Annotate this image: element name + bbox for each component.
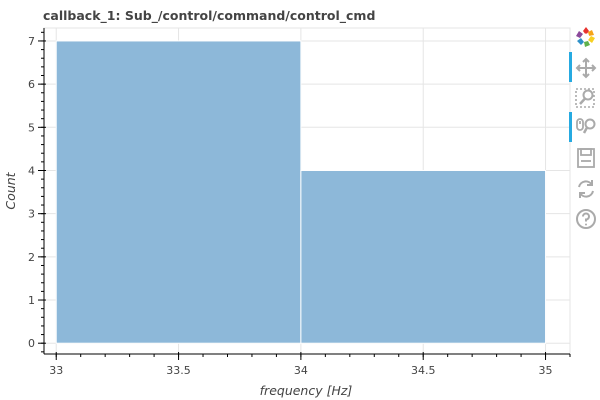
x-tick-label-2: 34 [294, 364, 308, 377]
y-tick-label-6: 6 [28, 78, 35, 91]
histogram-bars [55, 40, 547, 344]
y-tick-label-3: 3 [28, 208, 35, 221]
histogram-bar-1 [300, 169, 547, 344]
y-tick-label-2: 2 [28, 251, 35, 264]
y-tick-label-0: 0 [28, 337, 35, 350]
reset-icon[interactable] [574, 177, 598, 201]
y-axis: 0 1 2 3 4 5 6 7 [28, 28, 46, 354]
pan-icon[interactable] [574, 56, 598, 80]
x-tick-label-4: 35 [539, 364, 553, 377]
x-tick-label-0: 33 [49, 364, 63, 377]
wheel-zoom-active-indicator [569, 112, 572, 142]
x-tick-label-3: 34.5 [411, 364, 436, 377]
box-zoom-icon[interactable] [574, 86, 598, 110]
wheel-zoom-icon[interactable] [574, 116, 598, 140]
x-axis: 33 33.5 34 34.5 35 [44, 352, 571, 377]
pan-active-indicator [569, 52, 572, 82]
plot-toolbar [568, 22, 600, 262]
y-tick-label-7: 7 [28, 35, 35, 48]
histogram-bar-0 [55, 40, 302, 344]
bokeh-logo-icon[interactable] [574, 25, 598, 49]
x-tick-label-1: 33.5 [166, 364, 191, 377]
x-axis-label: frequency [Hz] [260, 383, 353, 398]
y-tick-label-5: 5 [28, 121, 35, 134]
help-icon[interactable] [574, 207, 598, 231]
y-tick-label-4: 4 [28, 164, 35, 177]
y-tick-label-1: 1 [28, 294, 35, 307]
save-icon[interactable] [574, 146, 598, 170]
y-axis-label: Count [3, 171, 18, 209]
chart-title: callback_1: Sub_/control/command/control… [43, 8, 375, 24]
